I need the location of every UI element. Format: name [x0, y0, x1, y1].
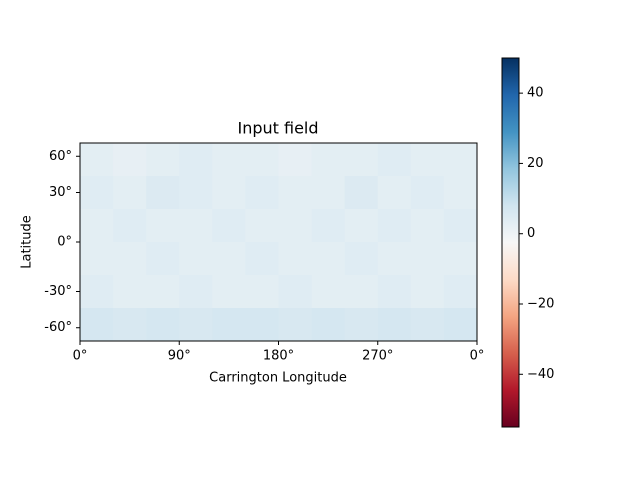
x-tick-label: 270°: [362, 349, 393, 364]
heatmap-cell: [377, 143, 412, 177]
heatmap-cell: [311, 209, 346, 243]
heatmap-cell: [311, 308, 346, 342]
heatmap-cell: [278, 176, 313, 210]
heatmap-cell: [80, 275, 114, 309]
heatmap-cell: [113, 308, 147, 342]
y-tick-label: 60°: [49, 149, 72, 164]
x-tick-label: 180°: [263, 349, 294, 364]
y-tick-label: -30°: [44, 284, 72, 299]
heatmap-cell: [410, 308, 445, 342]
heatmap-cell: [212, 143, 246, 177]
heatmap-cell: [311, 176, 346, 210]
heatmap-cell: [212, 242, 246, 276]
heatmap-cell: [410, 176, 445, 210]
heatmap-cell: [80, 209, 114, 243]
heatmap-cell: [377, 275, 412, 309]
heatmap-cell: [212, 308, 246, 342]
x-tick-label: 90°: [168, 349, 191, 364]
heatmap-cell: [443, 308, 478, 342]
x-tick-label: 0°: [73, 349, 88, 364]
heatmap-cell: [80, 143, 114, 177]
heatmap-cell: [278, 242, 313, 276]
heatmap-cell: [245, 143, 279, 177]
heatmap-cell: [278, 143, 313, 177]
colorbar-tick-label: 0: [527, 226, 535, 241]
heatmap-cell: [410, 242, 445, 276]
x-tick-label: 0°: [470, 349, 485, 364]
heatmap-cell: [113, 209, 147, 243]
heatmap-cell: [245, 308, 279, 342]
y-tick-label: 30°: [49, 185, 72, 200]
heatmap-cell: [443, 209, 478, 243]
heatmap-cell: [212, 209, 246, 243]
heatmap-cell: [410, 275, 445, 309]
heatmap-cell: [344, 275, 379, 309]
heatmap-cell: [179, 308, 213, 342]
heatmap-cell: [311, 143, 346, 177]
heatmap-cell: [146, 308, 180, 342]
heatmap-cell: [377, 176, 412, 210]
heatmap-cell: [278, 209, 313, 243]
heatmap-cell: [80, 176, 114, 210]
heatmap-cell: [146, 176, 180, 210]
plot-area: [80, 143, 478, 342]
colorbar-tick-label: 40: [527, 86, 544, 101]
heatmap-cell: [179, 176, 213, 210]
heatmap-cell: [113, 176, 147, 210]
heatmap-cell: [80, 242, 114, 276]
heatmap-cell: [377, 242, 412, 276]
heatmap-cell: [179, 209, 213, 243]
heatmap-cell: [344, 176, 379, 210]
heatmap-cell: [245, 209, 279, 243]
heatmap-cell: [344, 209, 379, 243]
colorbar: [501, 57, 520, 428]
heatmap-cell: [113, 242, 147, 276]
heatmap-cell: [179, 143, 213, 177]
heatmap-cell: [443, 242, 478, 276]
heatmap-cell: [212, 275, 246, 309]
heatmap-cell: [443, 275, 478, 309]
heatmap-cell: [311, 242, 346, 276]
heatmap-cell: [443, 176, 478, 210]
heatmap-cell: [179, 275, 213, 309]
heatmap-cell: [245, 242, 279, 276]
heatmap-cell: [278, 308, 313, 342]
heatmap-cell: [377, 209, 412, 243]
heatmap-cell: [410, 209, 445, 243]
heatmap-cell: [311, 275, 346, 309]
heatmap-cell: [80, 308, 114, 342]
heatmap-cell: [146, 209, 180, 243]
y-tick-label: -60°: [44, 320, 72, 335]
colorbar-tick-label: 20: [527, 156, 544, 171]
heatmap-cell: [344, 242, 379, 276]
heatmap-cell: [179, 242, 213, 276]
heatmap-cell: [113, 275, 147, 309]
heatmap-cell: [443, 143, 478, 177]
heatmap-cell: [245, 176, 279, 210]
heatmap-cell: [377, 308, 412, 342]
heatmap-cell: [146, 242, 180, 276]
chart-title: Input field: [237, 119, 318, 138]
colorbar-tick-label: −20: [527, 297, 554, 312]
heatmap-cell: [212, 176, 246, 210]
heatmap-cell: [245, 275, 279, 309]
x-axis-label: Carrington Longitude: [209, 371, 347, 386]
heatmap-cell: [344, 308, 379, 342]
heatmap-cell: [278, 275, 313, 309]
heatmap-cell: [410, 143, 445, 177]
heatmap-cell: [146, 275, 180, 309]
colorbar-tick-label: −40: [527, 367, 554, 382]
heatmap-cell: [113, 143, 147, 177]
y-tick-label: 0°: [57, 235, 72, 250]
y-axis-label: Latitude: [20, 215, 35, 269]
heatmap-cell: [344, 143, 379, 177]
heatmap-cell: [146, 143, 180, 177]
